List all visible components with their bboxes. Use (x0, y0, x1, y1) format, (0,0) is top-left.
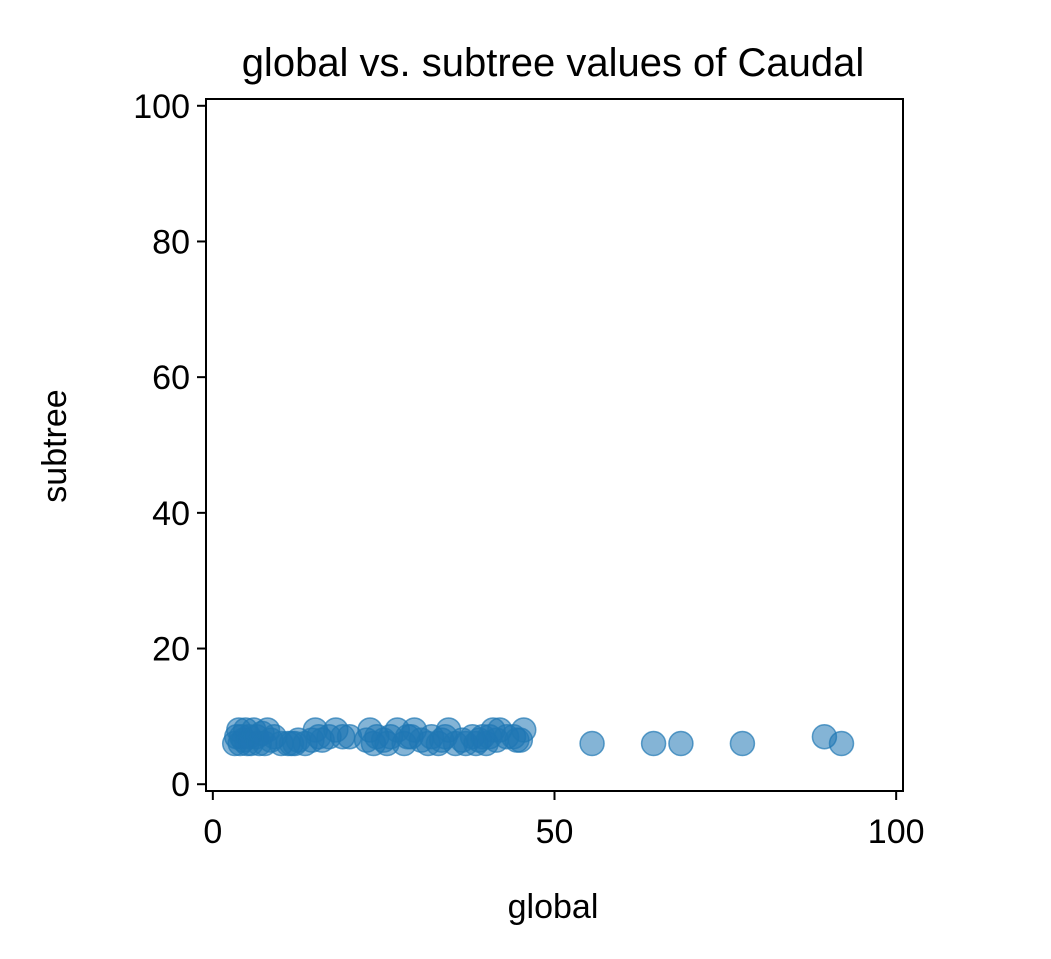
x-axis-label: global (508, 888, 599, 926)
data-point-69 (640, 730, 667, 757)
chart-title: global vs. subtree values of Caudal (242, 41, 865, 85)
y-tick-label: 80 (152, 223, 190, 261)
y-tick-label: 40 (152, 495, 190, 533)
plot-frame (205, 98, 904, 792)
x-tick-label: 50 (536, 813, 574, 851)
y-axis-label: subtree (36, 389, 74, 502)
data-point-73 (828, 730, 855, 757)
y-tick-label: 0 (171, 766, 190, 804)
y-axis-ticks: 0 20 40 60 80 100 (133, 88, 206, 804)
data-point-71 (729, 730, 756, 757)
data-point-67 (511, 717, 537, 743)
y-tick-label: 20 (152, 631, 190, 669)
y-tick-label: 60 (152, 359, 190, 397)
data-points (221, 717, 855, 757)
data-point-68 (579, 730, 605, 757)
x-tick-label: 0 (203, 813, 222, 851)
x-axis-ticks: 0 50 100 (203, 791, 925, 851)
data-point-70 (668, 730, 694, 757)
y-tick-label: 100 (133, 88, 190, 126)
x-tick-label: 100 (868, 813, 925, 851)
